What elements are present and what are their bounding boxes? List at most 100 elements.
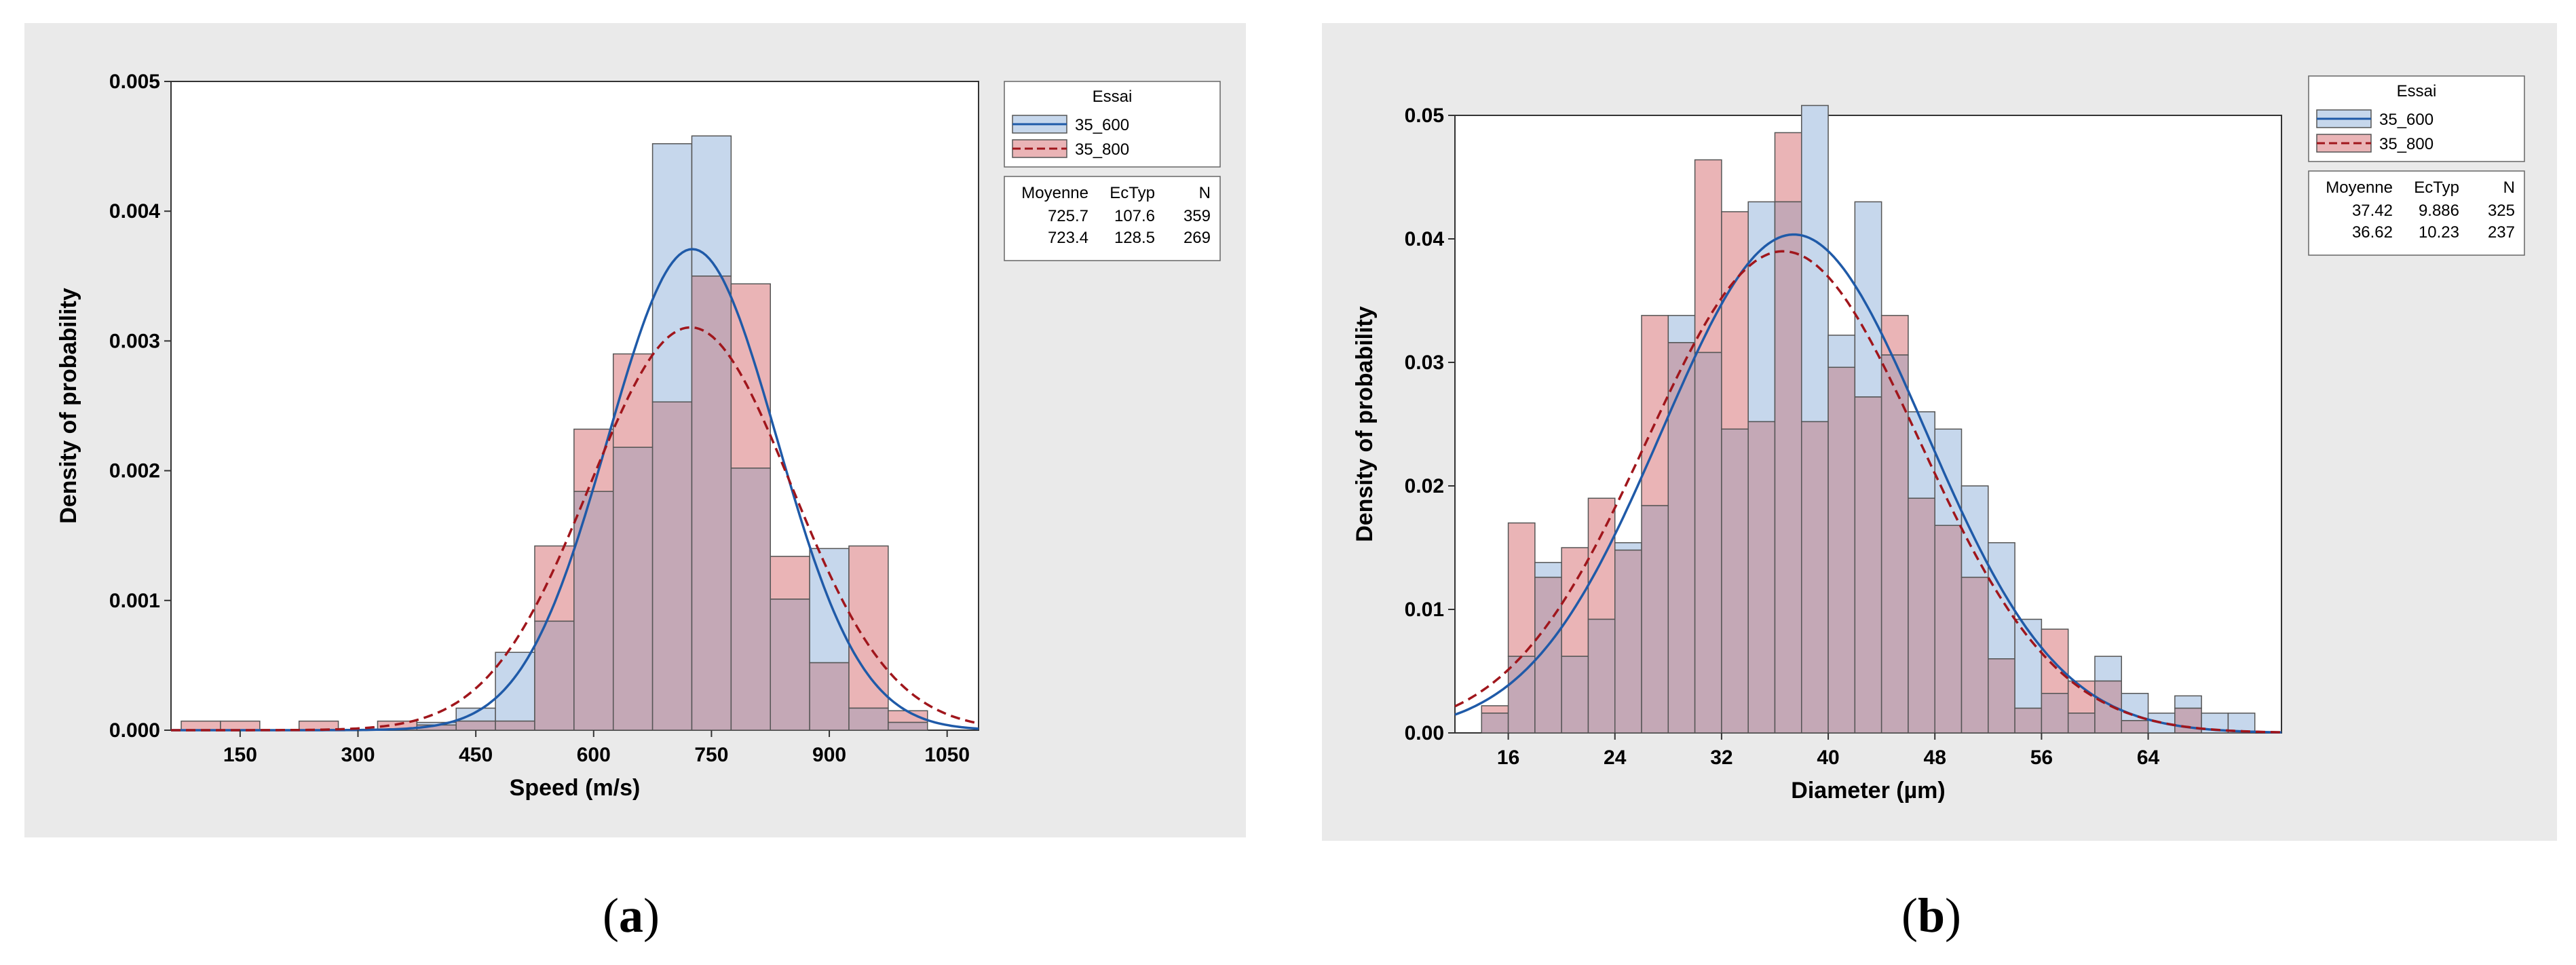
y-tick-label: 0.00 — [1405, 722, 1444, 744]
bar-overlap — [1721, 428, 1749, 734]
bar-overlap — [1854, 396, 1882, 734]
bar-35-600 — [1854, 201, 1882, 398]
bar-overlap — [495, 720, 535, 731]
stats-cell: 725.7 — [1048, 207, 1088, 225]
x-tick-label: 900 — [812, 744, 846, 766]
bar-overlap — [2067, 713, 2096, 734]
bar-35-800 — [298, 720, 339, 731]
bar-35-800 — [848, 545, 889, 709]
bar-35-600 — [1908, 411, 1935, 499]
y-tick-label: 0.005 — [109, 71, 160, 93]
legend-label-35-600: 35_600 — [1075, 116, 1129, 134]
bar-35-800 — [220, 720, 261, 731]
bar-35-800 — [1774, 132, 1802, 203]
bar-overlap — [1667, 342, 1696, 734]
bar-35-600 — [691, 135, 732, 277]
bar-35-800 — [1561, 547, 1589, 657]
chart-panel-diameter: 0.00 0.01 0.02 0.03 0.04 0.05 16 24 32 40 48 56 64 Di… — [1322, 23, 2557, 841]
bar-35-600 — [1801, 105, 1829, 423]
x-tick-label: 750 — [694, 744, 728, 766]
stats-cell: 107.6 — [1114, 207, 1155, 225]
bar-35-800 — [770, 556, 810, 600]
bar-35-800 — [1507, 522, 1536, 657]
bar-overlap — [534, 620, 575, 731]
stats-cell: 36.62 — [2352, 223, 2393, 242]
bar-35-600 — [1534, 562, 1562, 578]
stats-cell: 269 — [1183, 229, 1211, 247]
bar-overlap — [730, 468, 771, 731]
y-tick-label: 0.002 — [109, 460, 160, 482]
stats-cell: 10.23 — [2419, 223, 2459, 242]
fit-curve-35-800 — [1454, 250, 2282, 734]
bar-overlap — [2121, 720, 2149, 734]
caption-b: (b) — [1901, 888, 1962, 943]
bar-overlap — [848, 707, 889, 731]
stats-header: Moyenne — [1021, 184, 1088, 202]
x-axis-title: Diameter (µm) — [1791, 778, 1945, 803]
bar-overlap — [2041, 693, 2069, 734]
legend-swatch-35-800 — [2316, 134, 2372, 153]
bar-35-800 — [1694, 159, 1722, 354]
bar-35-800 — [1481, 705, 1509, 714]
bar-35-800 — [1880, 315, 1909, 356]
bar-35-600 — [2174, 695, 2202, 709]
x-tick-label: 300 — [341, 744, 375, 766]
x-tick-label: 64 — [2137, 746, 2160, 769]
bar-35-600 — [2094, 656, 2123, 682]
legend-label-35-800: 35_800 — [1075, 140, 1129, 159]
bar-overlap — [2014, 707, 2043, 734]
bar-overlap — [1801, 421, 1829, 734]
y-tick-label: 0.03 — [1405, 352, 1444, 374]
bar-overlap — [1587, 618, 1616, 734]
bar-overlap — [1961, 576, 1989, 734]
x-tick-label: 48 — [1924, 746, 1946, 769]
x-tick-label: 32 — [1710, 746, 1732, 769]
x-tick-label: 150 — [223, 744, 257, 766]
bar-overlap — [1481, 713, 1509, 734]
bar-overlap — [612, 447, 654, 731]
fit-curve-35-800 — [171, 326, 979, 732]
bar-overlap — [455, 720, 496, 731]
stats-header: N — [1199, 184, 1211, 202]
y-tick-label: 0.003 — [109, 330, 160, 352]
legend-title: Essai — [1093, 88, 1133, 106]
bars-group — [181, 135, 928, 731]
y-tick-label: 0.02 — [1405, 475, 1444, 497]
bar-overlap — [1880, 354, 1909, 734]
chart-speed-histogram: 0.000 0.001 0.002 0.003 0.004 0.005 150 300 450 6… — [24, 23, 1246, 837]
x-tick-label: 16 — [1497, 746, 1519, 769]
stats-header: EcTyp — [2414, 178, 2459, 197]
bar-35-600 — [1961, 485, 1989, 578]
bar-overlap — [1827, 366, 1856, 734]
bar-overlap — [1694, 352, 1722, 734]
bar-overlap — [809, 662, 850, 731]
bar-35-600 — [1747, 201, 1776, 423]
stats-cell: 359 — [1183, 207, 1211, 225]
bar-35-600 — [495, 651, 535, 722]
stats-header: N — [2503, 178, 2515, 197]
bar-overlap — [770, 599, 810, 731]
bar-overlap — [651, 401, 693, 731]
bar-35-800 — [1721, 211, 1749, 430]
bar-overlap — [573, 491, 614, 731]
x-tick-label: 40 — [1817, 746, 1839, 769]
bar-35-600 — [1614, 542, 1642, 551]
bar-35-800 — [1641, 315, 1669, 506]
x-tick-label: 24 — [1604, 746, 1627, 769]
bar-overlap — [2094, 680, 2123, 734]
y-tick-label: 0.04 — [1405, 228, 1445, 250]
x-tick-label: 1050 — [924, 744, 970, 766]
y-axis-title: Density of probability — [56, 288, 81, 524]
y-tick-label: 0.000 — [109, 719, 160, 742]
y-tick-label: 0.01 — [1405, 599, 1444, 621]
bar-overlap — [888, 721, 928, 731]
bar-overlap — [691, 276, 732, 731]
bar-35-600 — [651, 143, 693, 403]
bar-35-600 — [1827, 335, 1856, 368]
bar-35-800 — [181, 720, 221, 731]
stats-cell: 128.5 — [1114, 229, 1155, 247]
bar-overlap — [1988, 658, 2015, 734]
stats-header: EcTyp — [1110, 184, 1155, 202]
x-axis-title: Speed (m/s) — [510, 775, 641, 801]
stats-table-box — [1004, 176, 1221, 261]
